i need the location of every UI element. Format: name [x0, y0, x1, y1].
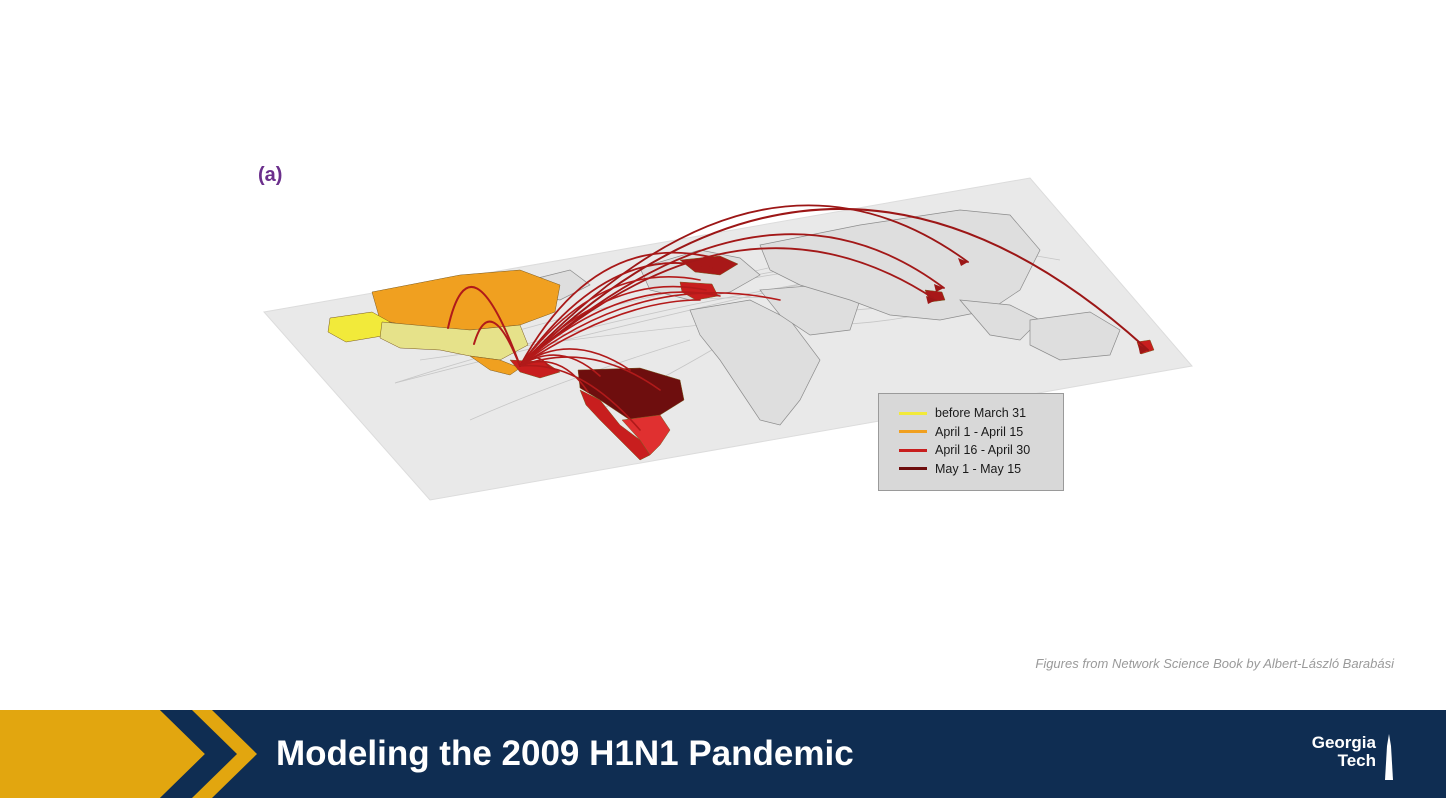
- slide-title: Modeling the 2009 H1N1 Pandemic: [276, 734, 854, 773]
- arc-samerica-5: [519, 364, 641, 431]
- figure-credit: Figures from Network Science Book by Alb…: [1035, 656, 1394, 671]
- spread-arcs: [447, 204, 1149, 431]
- europe-south: [679, 281, 719, 301]
- arc-canada-1: [447, 285, 521, 367]
- arc-europe-1: [519, 251, 729, 367]
- arc-arrowheads: [926, 258, 1148, 354]
- legend-label: before March 31: [935, 406, 1027, 421]
- tower-icon: [1385, 734, 1393, 780]
- legend-label: April 16 - April 30: [935, 443, 1031, 458]
- australia: [1029, 311, 1121, 361]
- logo-text-georgia: Georgia: [1311, 733, 1376, 752]
- footer-banner: Modeling the 2009 H1N1 Pandemic Georgia …: [0, 710, 1446, 798]
- legend-item: April 16 - April 30: [899, 441, 1063, 460]
- legend-label: April 1 - April 15: [935, 424, 1024, 439]
- legend-swatch: [899, 448, 927, 452]
- legend-swatch: [899, 430, 927, 434]
- legend: before March 31 April 1 - April 15 April…: [878, 393, 1064, 491]
- arc-central: [519, 356, 551, 369]
- legend-item: April 1 - April 15: [899, 423, 1063, 442]
- georgia-tech-logo: Georgia Tech: [1286, 734, 1396, 784]
- legend-item: May 1 - May 15: [899, 460, 1063, 479]
- panel-label: (a): [258, 164, 283, 186]
- h1n1-spread-map: [263, 177, 1193, 501]
- arc-samerica-4: [519, 356, 661, 391]
- arc-europe-3: [519, 276, 701, 367]
- arc-canada-2: [473, 320, 521, 367]
- south-america-west: [579, 389, 651, 461]
- arc-east-asia-3: [519, 247, 937, 367]
- legend-item: before March 31: [899, 404, 1063, 423]
- arc-east-asia-2: [519, 233, 945, 367]
- chevron-icon: [0, 710, 257, 798]
- legend-swatch: [899, 467, 927, 471]
- legend-swatch: [899, 411, 927, 415]
- mexico: [469, 355, 521, 376]
- africa: [689, 299, 821, 426]
- arc-samerica-2: [519, 354, 601, 377]
- logo-text-tech: Tech: [1337, 751, 1376, 770]
- arc-europe-2: [519, 262, 713, 367]
- south-america-south: [621, 414, 671, 456]
- arc-middle-east: [519, 292, 781, 367]
- arc-africa: [519, 299, 701, 367]
- arc-europe-4: [519, 285, 707, 367]
- legend-label: May 1 - May 15: [935, 461, 1022, 476]
- arc-europe-5: [519, 291, 721, 367]
- arc-oceania: [519, 207, 1149, 367]
